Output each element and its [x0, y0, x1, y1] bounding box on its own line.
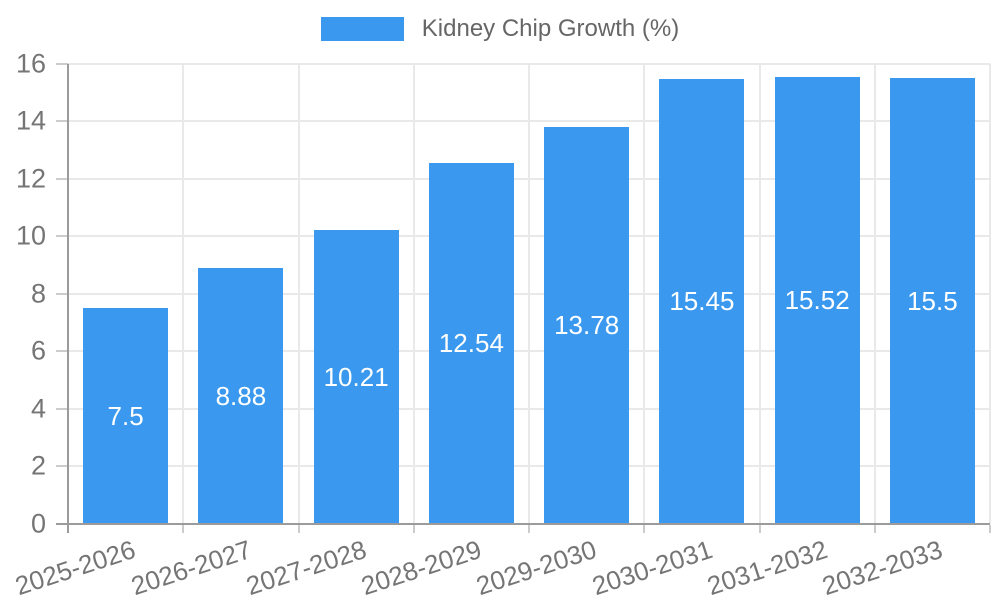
y-tick-mark	[56, 465, 68, 467]
bar-value-label: 15.5	[907, 285, 958, 316]
x-gridline	[758, 63, 761, 524]
x-tick-mark	[412, 524, 415, 533]
x-gridline	[989, 63, 991, 524]
x-tick-label: 2027-2028	[242, 534, 370, 600]
legend-label: Kidney Chip Growth (%)	[421, 15, 680, 42]
x-tick-mark	[758, 524, 761, 533]
x-tick-label: 2032-2033	[818, 534, 947, 600]
bar	[313, 229, 399, 524]
bar-value-label: 15.45	[669, 286, 735, 317]
y-tick-label: 6	[30, 335, 46, 366]
legend[interactable]: Kidney Chip Growth (%)	[0, 16, 1000, 42]
y-tick-mark	[56, 292, 68, 295]
x-gridline	[643, 63, 646, 524]
y-tick-mark	[56, 235, 68, 237]
x-gridline	[412, 63, 415, 524]
x-gridline	[528, 63, 530, 524]
x-axis-line	[56, 522, 990, 525]
y-tick-mark	[56, 407, 68, 410]
y-tick-label: 4	[30, 393, 46, 423]
y-axis-line	[67, 63, 69, 532]
x-tick-label: 2028-2029	[357, 534, 486, 600]
x-gridline	[873, 63, 876, 524]
bar-value-label: 7.5	[107, 400, 144, 431]
bar	[428, 162, 514, 524]
x-gridline	[182, 63, 185, 524]
x-tick-label: 2030-2031	[587, 534, 716, 600]
y-tick-label: 0	[30, 508, 46, 538]
x-tick-mark	[528, 524, 530, 533]
y-tick-mark	[56, 177, 68, 180]
bar-value-label: 13.78	[554, 310, 620, 341]
y-tick-label: 10	[15, 220, 46, 251]
bar-value-label: 15.52	[784, 285, 850, 316]
bar	[774, 77, 860, 524]
legend-swatch-icon	[320, 17, 404, 41]
x-gridline	[297, 63, 300, 524]
y-tick-mark	[56, 350, 68, 352]
y-tick-label: 8	[30, 278, 46, 308]
y-tick-mark	[56, 120, 68, 122]
bar	[659, 79, 745, 524]
x-tick-label: 2029-2030	[472, 534, 601, 600]
x-tick-mark	[873, 524, 876, 533]
bar	[544, 127, 630, 524]
y-tick-label: 16	[15, 48, 46, 78]
x-tick-label: 2031-2032	[703, 534, 831, 600]
y-tick-mark	[56, 62, 68, 65]
bar	[83, 307, 169, 524]
bar-value-label: 8.88	[215, 380, 267, 411]
bar-value-label: 10.21	[323, 361, 389, 392]
bar-value-label: 12.54	[438, 328, 504, 359]
y-tick-label: 14	[15, 105, 46, 136]
bar	[889, 77, 975, 524]
y-tick-label: 12	[15, 163, 46, 193]
bar	[198, 268, 284, 524]
x-tick-mark	[297, 524, 300, 533]
x-tick-mark	[182, 524, 185, 533]
x-tick-label: 2025-2026	[11, 534, 140, 600]
x-tick-mark	[989, 524, 991, 533]
x-tick-label: 2026-2027	[126, 534, 255, 600]
y-tick-label: 2	[30, 450, 46, 481]
x-tick-mark	[643, 524, 646, 533]
